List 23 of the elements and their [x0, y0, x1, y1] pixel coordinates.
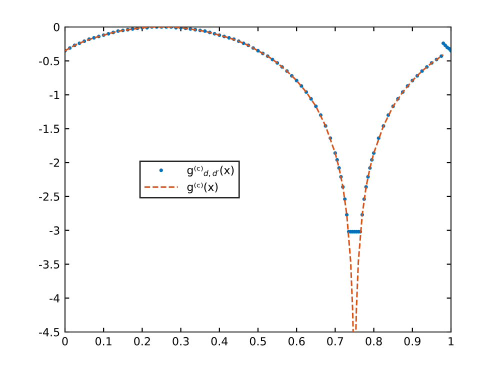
y-tick-label: -1: [50, 90, 60, 99]
y-tick-label: -2.5: [39, 192, 60, 201]
y-tick-label: -4.5: [39, 328, 60, 336]
y-tick-label: -1.5: [39, 124, 60, 134]
x-tick-label: 0.1: [96, 337, 112, 346]
x-tick-label: 0.9: [404, 337, 420, 346]
x-tick-label: 1: [448, 337, 454, 346]
x-tick-label: 0.3: [172, 337, 189, 346]
x-tick-label: 0.2: [134, 337, 150, 346]
x-tick-label: 0.6: [288, 337, 305, 346]
x-tick-label: 0.8: [366, 337, 382, 346]
y-tick-label: -2: [50, 158, 60, 167]
legend-label: g⁽ᶜ⁾$_{d,d′}$(x): [187, 166, 234, 177]
legend-label: g⁽ᶜ⁾(x): [187, 182, 218, 194]
y-tick-label: -3: [50, 226, 60, 235]
x-tick-label: 0.5: [250, 337, 266, 346]
x-tick-label: 0.7: [327, 337, 344, 346]
y-tick-label: -4: [50, 294, 60, 302]
x-tick-label: 0: [62, 337, 68, 346]
y-tick-label: -0.5: [39, 56, 60, 66]
y-tick-label: 0: [54, 22, 60, 32]
y-tick-label: -3.5: [39, 260, 60, 269]
x-tick-label: 0.4: [211, 337, 228, 346]
